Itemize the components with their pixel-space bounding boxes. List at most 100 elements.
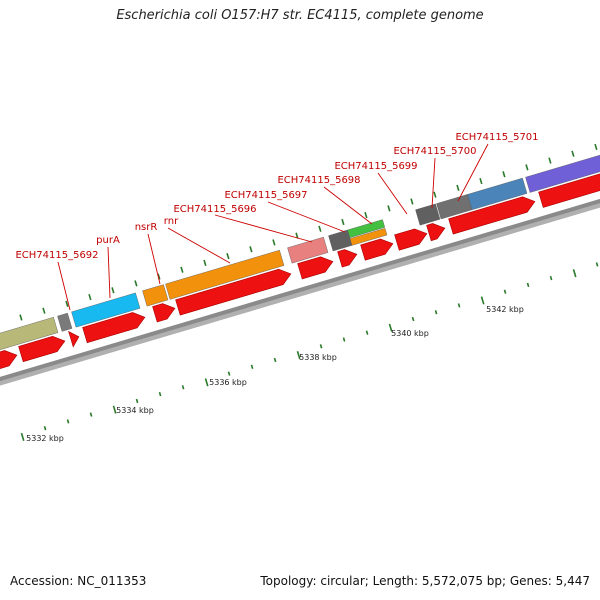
ruler-tick <box>480 296 485 305</box>
ruler-tick <box>204 378 209 387</box>
cds-arrow-6[interactable] <box>297 256 334 280</box>
outer-tick <box>19 314 23 321</box>
label-leader-line <box>267 201 346 233</box>
cds-arrow-8[interactable] <box>360 238 394 261</box>
cds-arrow-5[interactable] <box>175 268 292 316</box>
outer-tick <box>111 287 115 294</box>
backbone-shadow <box>0 202 600 386</box>
label-leader-line <box>377 172 408 215</box>
ruler-tick <box>112 405 117 414</box>
cds-arrow-7[interactable] <box>337 249 358 268</box>
cds-arrow-3[interactable] <box>82 312 146 344</box>
outer-tick <box>525 164 529 171</box>
gene-label[interactable]: ECH74115_5701 <box>455 132 538 143</box>
cds-arrow-2[interactable] <box>68 330 80 348</box>
label-leader-line <box>147 233 161 285</box>
gene-label[interactable]: ECH74115_5699 <box>334 161 417 172</box>
ruler-tick <box>181 385 185 390</box>
ruler-tick <box>342 337 346 342</box>
gene-label[interactable]: rnr <box>164 216 179 227</box>
label-leader-line <box>323 186 373 225</box>
ruler-tick <box>135 398 139 404</box>
outer-tick <box>433 191 437 198</box>
gene-bar-2[interactable] <box>142 284 169 307</box>
ruler-tick <box>549 275 553 281</box>
ruler-tick <box>572 269 577 278</box>
ruler-label: 5332 kbp <box>26 434 64 443</box>
ruler-tick <box>503 289 507 294</box>
ruler-tick <box>250 364 254 369</box>
outer-tick <box>134 280 138 287</box>
outer-tick <box>548 157 552 164</box>
ruler-tick <box>434 310 438 315</box>
gene-bar-6[interactable] <box>347 219 386 238</box>
label-leader-line <box>457 143 489 202</box>
ruler-label: 5336 kbp <box>209 378 247 387</box>
outer-tick <box>65 300 69 307</box>
outer-tick <box>456 184 460 191</box>
label-leader-line <box>214 214 313 243</box>
cds-arrow-11[interactable] <box>448 196 536 235</box>
backbone-line <box>0 198 600 382</box>
gene-bar-4[interactable] <box>287 236 329 264</box>
gene-label[interactable]: ECH74115_5698 <box>277 175 360 186</box>
ruler-tick <box>388 323 393 332</box>
outer-tick <box>203 259 207 267</box>
ruler-tick <box>595 262 599 267</box>
ruler-label: 5340 kbp <box>391 329 429 338</box>
gene-label[interactable]: purA <box>96 235 120 246</box>
label-leader-line <box>107 246 111 299</box>
gene-label[interactable]: ECH74115_5692 <box>15 250 98 261</box>
outer-tick <box>88 293 92 301</box>
gene-bar-1[interactable] <box>71 292 141 328</box>
label-leader-line <box>167 227 231 264</box>
outer-tick <box>42 307 46 314</box>
gene-bar-11[interactable] <box>525 153 600 193</box>
outer-tick <box>157 273 161 280</box>
ruler-tick <box>20 432 25 442</box>
ruler-tick <box>227 371 231 376</box>
ruler-tick <box>365 330 369 335</box>
outer-tick <box>502 171 506 178</box>
gene-label[interactable]: ECH74115_5697 <box>224 190 307 201</box>
ruler-tick <box>43 426 47 431</box>
genome-summary-text: Topology: circular; Length: 5,572,075 bp… <box>260 574 590 588</box>
ruler-tick <box>319 344 323 349</box>
ruler-tick <box>411 316 415 322</box>
ruler-tick <box>526 282 530 288</box>
ruler-tick <box>457 303 461 308</box>
ruler-label: 5334 kbp <box>116 406 154 415</box>
cds-arrow-1[interactable] <box>18 335 66 363</box>
map-title: Escherichia coli O157:H7 str. EC4115, co… <box>116 8 484 23</box>
gene-bar-8[interactable] <box>415 203 441 226</box>
ruler-tick <box>273 357 277 363</box>
gene-bar-3[interactable] <box>165 249 285 300</box>
gene-bar-10[interactable] <box>467 177 528 211</box>
ruler-label: 5338 kbp <box>299 353 337 362</box>
outer-tick <box>479 177 483 185</box>
ruler-tick <box>66 419 70 424</box>
cds-arrow-9[interactable] <box>394 228 428 251</box>
outer-tick <box>272 239 276 246</box>
outer-tick <box>341 218 345 226</box>
outer-tick <box>594 143 598 151</box>
outer-tick <box>226 253 230 260</box>
gene-label[interactable]: ECH74115_5700 <box>393 146 476 157</box>
outer-tick <box>410 198 414 205</box>
outer-tick <box>249 246 253 253</box>
gene-bar-small[interactable] <box>57 312 73 332</box>
cds-arrow-4[interactable] <box>152 303 176 323</box>
gene-label[interactable]: nsrR <box>135 222 158 233</box>
ruler-tick <box>158 391 162 397</box>
cds-arrow-0[interactable] <box>0 350 18 376</box>
accession-text: Accession: NC_011353 <box>10 574 147 588</box>
cds-arrow-12[interactable] <box>538 173 600 208</box>
outer-tick <box>571 150 575 157</box>
ruler-label: 5342 kbp <box>486 305 524 314</box>
gene-bar-0[interactable] <box>0 316 59 358</box>
label-leader-line <box>57 261 71 311</box>
cds-arrow-10[interactable] <box>426 223 446 242</box>
gene-bar-7[interactable] <box>349 228 388 246</box>
gene-label[interactable]: ECH74115_5696 <box>173 204 256 215</box>
